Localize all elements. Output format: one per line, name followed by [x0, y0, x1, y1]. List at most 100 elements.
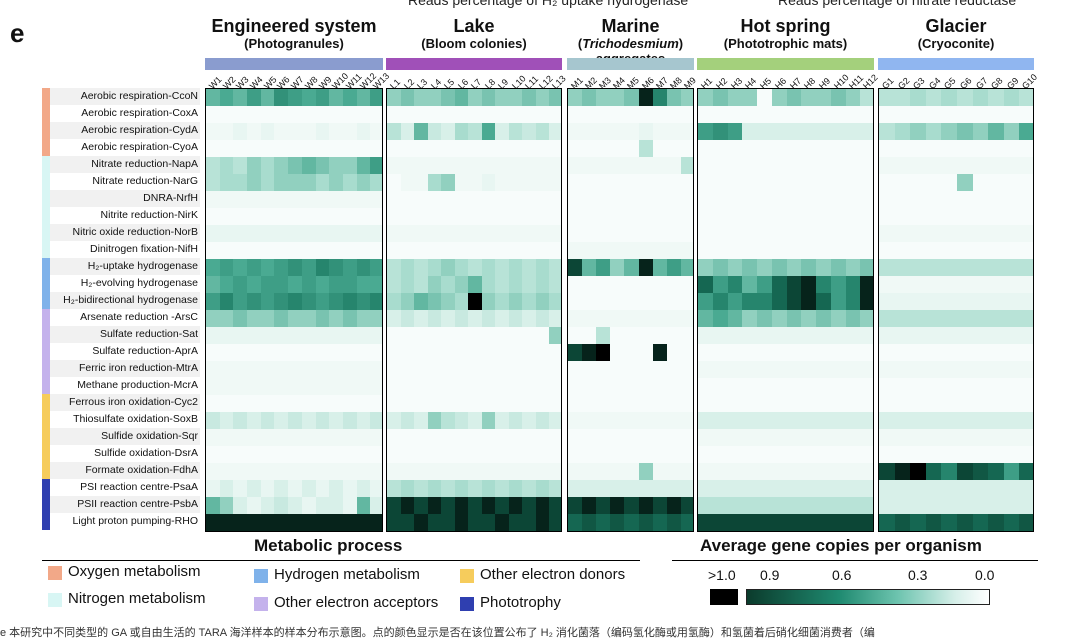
heatmap-cell [400, 174, 415, 192]
heatmap-cell [260, 208, 275, 226]
heatmap-cell [247, 208, 262, 226]
group-title-text: Engineered system [211, 16, 377, 36]
heatmap-cell [535, 378, 550, 396]
heatmap-cell [801, 276, 817, 294]
heatmap-cell [219, 106, 234, 124]
heatmap-cell [624, 140, 640, 158]
heatmap-cell [549, 276, 561, 294]
heatmap-cell [400, 157, 415, 175]
heatmap-cell [414, 429, 429, 447]
heatmap-cell [535, 293, 550, 311]
heatmap-cell [356, 497, 371, 515]
heatmap-cell [400, 463, 415, 481]
heatmap-cell [206, 123, 221, 141]
heatmap-cell [925, 361, 942, 379]
heatmap-cell [1019, 310, 1033, 328]
heatmap-cell [454, 174, 469, 192]
heatmap-cell [454, 310, 469, 328]
heatmap-cell [860, 191, 873, 209]
heatmap-cell [342, 378, 358, 396]
heatmap-cell [596, 429, 611, 447]
heatmap-cell [508, 191, 523, 209]
heatmap-cell [400, 344, 415, 362]
heatmap-cell [356, 412, 371, 430]
heatmap-cell [786, 412, 802, 430]
heatmap-cell [1003, 327, 1020, 345]
heatmap-cell [757, 497, 773, 515]
heatmap-cell [427, 361, 442, 379]
heatmap-cell [771, 395, 787, 413]
heatmap-cell [400, 191, 415, 209]
heatmap-cell [315, 276, 330, 294]
heatmap-cell [830, 344, 846, 362]
heatmap-cell [454, 344, 469, 362]
heatmap-cell [727, 429, 743, 447]
heatmap-cell [742, 463, 758, 481]
row-label: Sulfate reduction-AprA [92, 345, 198, 357]
legend-label-phototrophy: Phototrophy [480, 594, 561, 611]
heatmap-cell [638, 412, 654, 430]
heatmap-cell [972, 106, 989, 124]
heatmap-cell [356, 344, 371, 362]
heatmap-cell [957, 123, 974, 141]
heatmap-cell [941, 174, 958, 192]
heatmap-cell [370, 242, 382, 260]
heatmap-cell [1019, 412, 1033, 430]
heatmap-cell [757, 157, 773, 175]
heatmap-cell [624, 310, 640, 328]
heatmap-cell [568, 327, 583, 345]
heatmap-cell [816, 191, 832, 209]
heatmap-cell [481, 123, 496, 141]
heatmap-cell [206, 106, 221, 124]
heatmap-cell [742, 344, 758, 362]
heatmap-cell [582, 344, 597, 362]
row-label: Aerobic respiration-CyoA [81, 141, 198, 153]
heatmap-cell [698, 514, 714, 531]
heatmap-cell [666, 89, 682, 107]
heatmap-cell [441, 361, 456, 379]
heatmap-cell [712, 140, 728, 158]
heatmap-cell [860, 208, 873, 226]
heatmap-cell [757, 361, 773, 379]
heatmap-cell [786, 123, 802, 141]
heatmap-cell [894, 497, 911, 515]
heatmap-cell [666, 361, 682, 379]
heatmap-cell [387, 446, 402, 464]
heatmap-cell [342, 327, 358, 345]
colorbar-gradient [746, 589, 990, 605]
heatmap-cell [582, 497, 597, 515]
heatmap-cell [1019, 463, 1033, 481]
heatmap-cell [370, 497, 382, 515]
heatmap-cell [742, 157, 758, 175]
heatmap-cell [468, 208, 483, 226]
heatmap-cell [894, 293, 911, 311]
heatmap-cell [957, 89, 974, 107]
heatmap-block [567, 88, 694, 532]
heatmap-cell [1019, 344, 1033, 362]
heatmap-cell [535, 106, 550, 124]
heatmap-cell [972, 225, 989, 243]
heatmap-cell [370, 327, 382, 345]
heatmap-cell [925, 310, 942, 328]
heatmap-cell [925, 412, 942, 430]
row-label: DNRA-NrfH [143, 192, 198, 204]
heatmap-cell [816, 157, 832, 175]
heatmap-cell [845, 174, 861, 192]
heatmap-cell [508, 480, 523, 498]
heatmap-cell [315, 327, 330, 345]
heatmap-cell [427, 174, 442, 192]
heatmap-cell [742, 106, 758, 124]
heatmap-cell [582, 123, 597, 141]
heatmap-cell [610, 310, 625, 328]
heatmap-cell [329, 327, 344, 345]
heatmap-cell [816, 276, 832, 294]
heatmap-cell [342, 242, 358, 260]
heatmap-cell [387, 412, 402, 430]
heatmap-cell [742, 310, 758, 328]
heatmap-cell [288, 497, 303, 515]
heatmap-cell [742, 327, 758, 345]
heatmap-cell [801, 412, 817, 430]
heatmap-cell [549, 412, 561, 430]
heatmap-cell [495, 429, 510, 447]
heatmap-cell [988, 174, 1005, 192]
